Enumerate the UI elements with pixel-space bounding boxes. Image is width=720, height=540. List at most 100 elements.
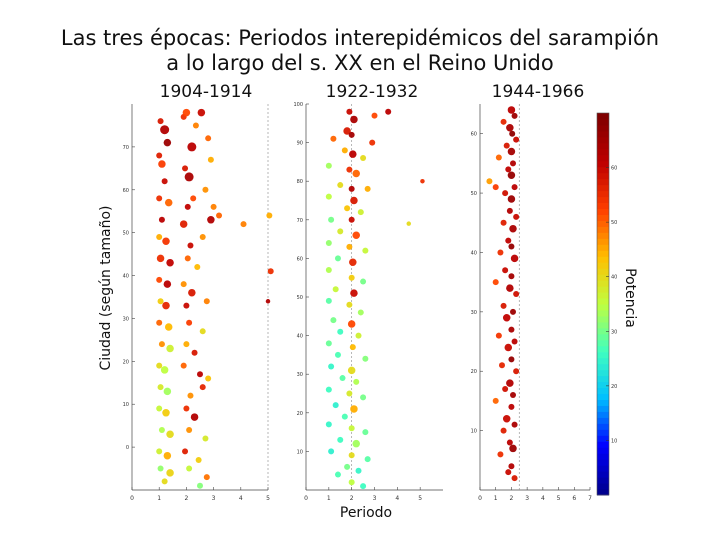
- data-point: [160, 125, 170, 135]
- data-point: [158, 341, 165, 348]
- colorbar-segment: [597, 268, 609, 275]
- x-tick-label: 3: [525, 495, 529, 502]
- data-point: [346, 166, 353, 173]
- colorbar-segment: [597, 172, 609, 180]
- data-point: [197, 482, 203, 489]
- x-tick-label: 3: [373, 495, 377, 502]
- y-tick-label: 60: [123, 188, 129, 194]
- colorbar-segment: [597, 441, 609, 448]
- data-point: [350, 196, 358, 205]
- data-point: [349, 344, 356, 351]
- colorbar-segment: [597, 399, 609, 406]
- data-point: [163, 387, 172, 396]
- data-point: [199, 233, 206, 240]
- data-point: [507, 106, 516, 114]
- colorbar-segment: [597, 459, 609, 466]
- colorbar-segment: [597, 363, 609, 371]
- data-point: [202, 186, 209, 193]
- data-point: [203, 298, 210, 305]
- y-tick-label: 40: [471, 250, 477, 256]
- colorbar-segment: [597, 250, 609, 257]
- data-point: [495, 154, 502, 161]
- data-point: [353, 378, 360, 385]
- colorbar-segment: [597, 226, 609, 233]
- data-point: [510, 391, 516, 398]
- colorbar-segment: [597, 274, 609, 281]
- data-point: [507, 147, 516, 156]
- data-point: [502, 190, 509, 197]
- data-point: [509, 444, 517, 453]
- data-point: [497, 249, 504, 256]
- data-point: [158, 426, 165, 433]
- data-point: [339, 375, 346, 382]
- data-point: [187, 142, 197, 152]
- data-point: [509, 224, 517, 233]
- data-point: [502, 314, 511, 322]
- y-tick-label: 10: [123, 402, 129, 408]
- data-point: [163, 138, 172, 147]
- data-point: [183, 341, 190, 348]
- y-tick-label: 80: [297, 179, 303, 185]
- panel-label-2: 1922-1932: [325, 82, 419, 102]
- y-tick-label: 30: [123, 316, 129, 322]
- y-tick-label: 20: [123, 359, 129, 365]
- data-point: [182, 165, 189, 172]
- data-point: [205, 375, 212, 382]
- colorbar-segment: [597, 447, 609, 454]
- data-point: [506, 284, 514, 292]
- data-point: [187, 392, 194, 399]
- data-point: [166, 344, 174, 353]
- data-point: [163, 451, 172, 460]
- data-point: [156, 276, 163, 283]
- colorbar-segment: [597, 471, 609, 478]
- colorbar-segment: [597, 339, 609, 347]
- colorbar-frame: [596, 112, 610, 496]
- data-point: [371, 112, 378, 119]
- data-point: [207, 156, 214, 163]
- data-point: [157, 384, 164, 391]
- data-point: [207, 216, 215, 224]
- data-point: [197, 108, 206, 117]
- data-point: [266, 212, 273, 219]
- data-point: [188, 288, 196, 297]
- y-tick-label: 70: [297, 218, 303, 224]
- y-tick-label: 60: [297, 256, 303, 262]
- data-point: [506, 439, 513, 446]
- x-tick-label: 3: [212, 495, 216, 502]
- data-point: [357, 209, 364, 216]
- data-point: [352, 231, 360, 239]
- x-tick-label: 0: [304, 495, 308, 502]
- data-point: [163, 280, 172, 288]
- data-point: [156, 362, 163, 369]
- data-point: [508, 356, 515, 363]
- data-point: [513, 368, 520, 375]
- data-point: [183, 405, 190, 412]
- data-point: [325, 421, 332, 428]
- data-point: [344, 205, 351, 212]
- data-point: [350, 405, 358, 413]
- colorbar-segment: [597, 196, 609, 204]
- data-point: [348, 479, 355, 486]
- colorbar-segment: [597, 130, 609, 138]
- data-point: [352, 169, 360, 178]
- data-point: [346, 301, 353, 308]
- colorbar-segment: [597, 238, 609, 245]
- x-tick-label: 2: [350, 495, 354, 502]
- colorbar-segment: [597, 190, 609, 198]
- data-point: [360, 483, 367, 490]
- data-point: [511, 184, 518, 191]
- data-point: [164, 198, 173, 207]
- data-point: [502, 267, 509, 274]
- data-point: [160, 366, 169, 374]
- data-point: [184, 203, 191, 210]
- x-tick-label: 1: [157, 495, 161, 502]
- data-point: [156, 448, 163, 455]
- data-point: [216, 212, 223, 219]
- data-point: [192, 122, 199, 129]
- data-point: [199, 328, 206, 335]
- data-point: [355, 332, 362, 339]
- data-point: [357, 309, 364, 316]
- data-point: [420, 178, 425, 184]
- data-point: [162, 409, 170, 417]
